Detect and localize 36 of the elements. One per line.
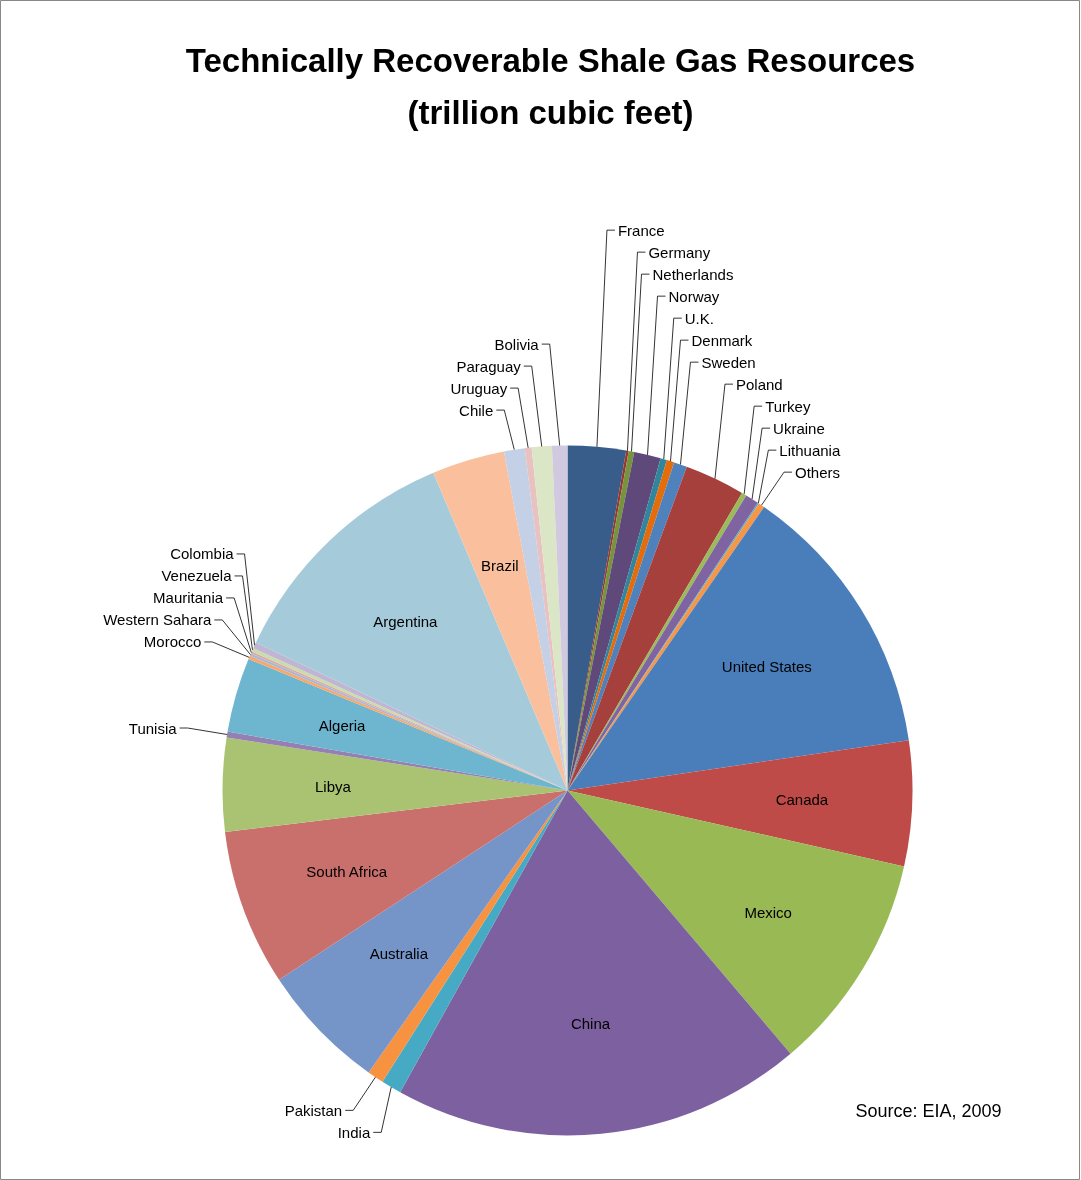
slice-label: Ukraine [773, 419, 825, 437]
slice-label: South Africa [306, 862, 388, 880]
slice-label: Western Sahara [103, 611, 212, 629]
slice-label: China [570, 1015, 611, 1033]
slice-label: Paraguay [456, 357, 522, 375]
slice-label: Mauritania [153, 589, 224, 607]
slice-label: Venezuela [161, 567, 233, 585]
slice-label: Germany [648, 243, 711, 261]
slice-label: France [617, 221, 665, 239]
slice-label: Morocco [143, 633, 202, 651]
slice-label: Denmark [691, 331, 753, 349]
slice-label: Sweden [701, 353, 756, 371]
slice-label: United States [721, 658, 812, 676]
slice-label: Netherlands [652, 265, 734, 283]
slice-label: Canada [775, 790, 829, 808]
slice-label: Uruguay [450, 379, 508, 397]
slice-label: Tunisia [128, 719, 178, 737]
slice-label: Norway [668, 287, 720, 305]
slice-label: Bolivia [494, 335, 540, 353]
source-note: Source: EIA, 2009 [855, 1100, 1002, 1121]
slice-label: Australia [369, 945, 429, 963]
slice-label: Algeria [318, 716, 367, 734]
slice-label: India [337, 1123, 371, 1141]
slice-label: Colombia [170, 545, 235, 563]
slice-label: Pakistan [284, 1101, 343, 1119]
slice-label: Lithuania [779, 441, 841, 459]
slice-label: Chile [459, 401, 494, 419]
slice-label: Libya [315, 778, 352, 796]
slice-label: Poland [735, 375, 783, 393]
slice-label: Argentina [373, 612, 439, 630]
slice-label: Mexico [744, 903, 792, 921]
slice-label: U.K. [684, 309, 714, 327]
slice-label: Others [795, 463, 841, 481]
slice-label: Turkey [765, 397, 811, 415]
chart-title: Technically Recoverable Shale Gas Resources (trillion cubic feet) [185, 42, 916, 131]
slice-label: Brazil [481, 557, 519, 575]
